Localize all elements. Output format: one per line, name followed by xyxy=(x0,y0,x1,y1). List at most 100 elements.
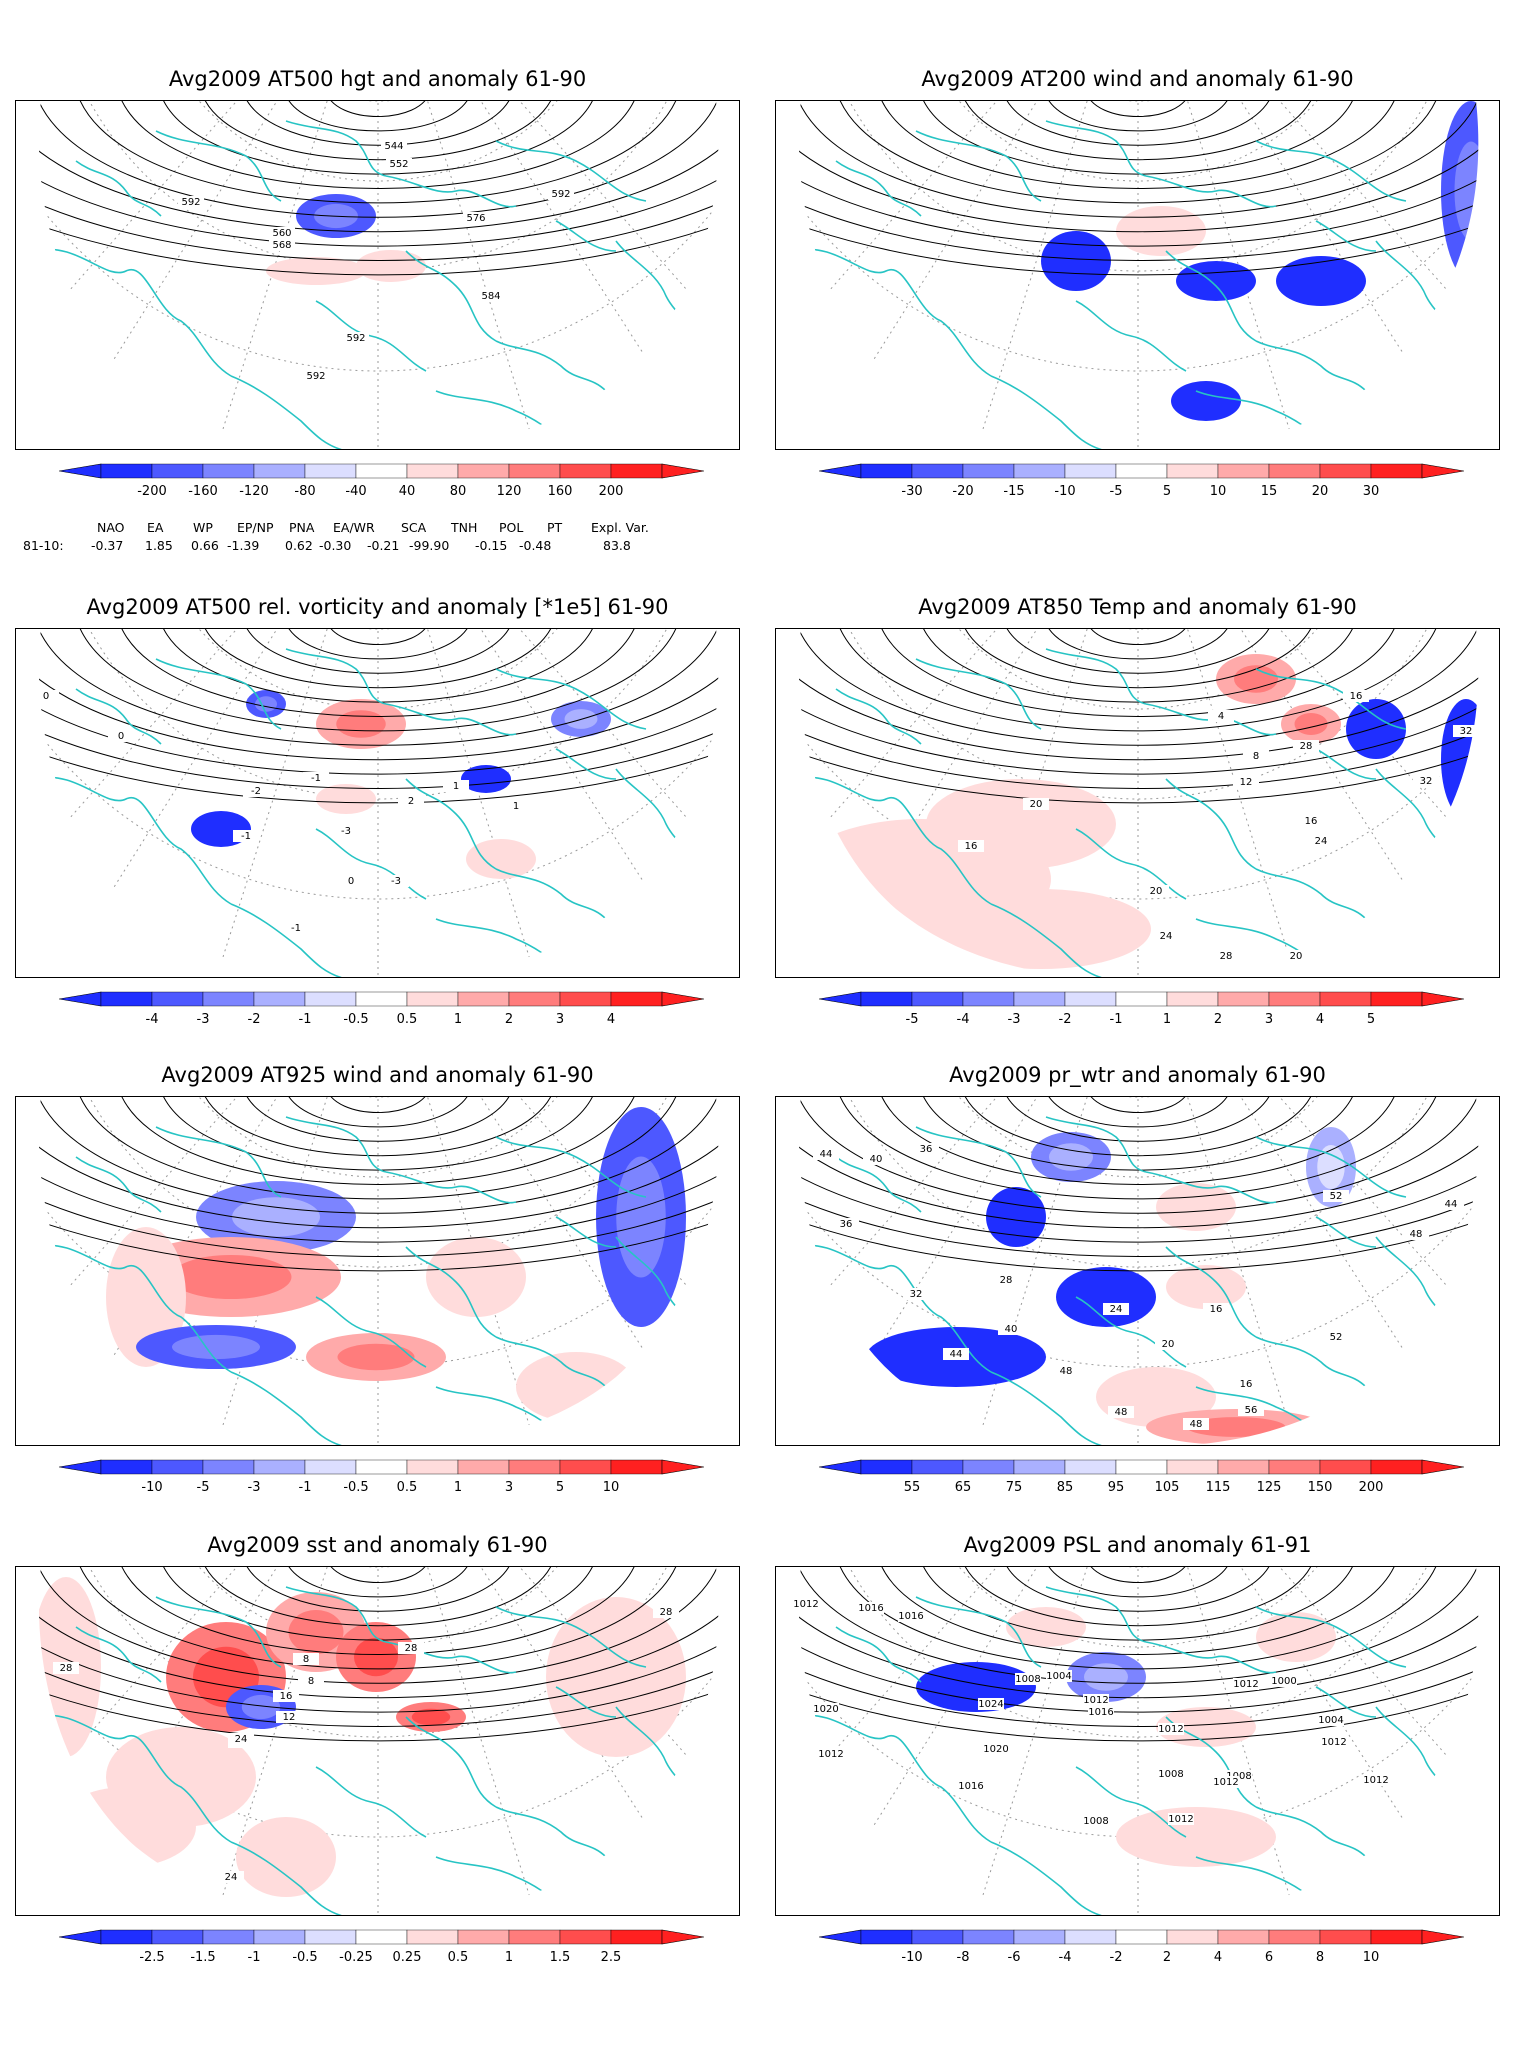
anomaly-shading xyxy=(1346,699,1406,759)
coastline xyxy=(385,175,517,208)
colorbar-segment xyxy=(610,1459,663,1475)
idx-val-pol: -0.15 xyxy=(475,538,508,553)
colorbar-tick-label: -4 xyxy=(146,1012,159,1027)
idx-val-wp: 0.66 xyxy=(191,538,219,553)
longitude-gridline xyxy=(56,101,278,449)
contour-label-bg xyxy=(1203,1303,1229,1315)
contour-line xyxy=(246,1097,510,1142)
colorbar-tick-label: 1 xyxy=(1163,1012,1171,1027)
colorbar-segment xyxy=(253,463,306,479)
colorbar-segment xyxy=(406,1929,459,1945)
contour-label: 12 xyxy=(1240,777,1253,788)
contour-label: 28 xyxy=(660,1607,673,1618)
contour-label-bg xyxy=(1233,1678,1259,1690)
contour-line xyxy=(121,1567,635,1655)
contour-label-bg xyxy=(381,140,407,152)
contour-label-bg xyxy=(958,840,984,852)
colorbar-segment xyxy=(151,463,204,479)
contour-label: 568 xyxy=(272,240,291,251)
contour-label: 1 xyxy=(453,781,459,792)
colorbar-tick-label: -120 xyxy=(239,484,269,499)
coastline xyxy=(385,703,517,736)
colorbar-segment xyxy=(1115,1929,1168,1945)
colorbar-segment xyxy=(911,1459,964,1475)
contour-label-bg xyxy=(303,370,329,382)
contour-label: 28 xyxy=(60,1663,73,1674)
colorbar: 55 65 75 85 95 105 115 125 150 200 xyxy=(819,1458,1464,1502)
anomaly-shading xyxy=(916,1662,1036,1712)
contour-line xyxy=(1091,101,1185,117)
contour-line xyxy=(923,101,1353,175)
colorbar-segment xyxy=(1268,463,1321,479)
panel-title: Avg2009 AT850 Temp and anomaly 61-90 xyxy=(918,595,1357,619)
colorbar-segment xyxy=(151,1929,204,1945)
coastline xyxy=(35,1244,232,1373)
colorbar-segment xyxy=(100,463,153,479)
colorbar-tick-label: 6 xyxy=(1265,1950,1273,1965)
colorbar-segment xyxy=(202,1929,255,1945)
anomaly-shading-core xyxy=(616,1156,666,1278)
anomaly-shading-core xyxy=(241,1694,281,1720)
colorbar-tick-label: -3 xyxy=(1008,1012,1021,1027)
panel-title: Avg2009 PSL and anomaly 61-91 xyxy=(963,1533,1312,1557)
colorbar-tick-label: -0.5 xyxy=(343,1480,368,1495)
colorbar-segment xyxy=(1064,1459,1117,1475)
contour-label-bg xyxy=(833,1218,859,1230)
contour-label: 48 xyxy=(1115,1407,1128,1418)
contour-label-bg xyxy=(1453,725,1479,737)
contour-label: 24 xyxy=(1315,836,1328,847)
contour-line xyxy=(80,629,676,732)
coastline xyxy=(1255,140,1407,202)
colorbar-tick-label: 15 xyxy=(1261,484,1278,499)
colorbar-tick-label: 2 xyxy=(505,1012,513,1027)
colorbar-segment xyxy=(1217,1929,1270,1945)
contour-label: 28 xyxy=(405,1643,418,1654)
contour-line xyxy=(1006,629,1270,674)
contour-label: 28 xyxy=(1220,951,1233,962)
coastline xyxy=(285,1586,387,1643)
contour-line xyxy=(776,1681,1499,1742)
colorbar-tick-label: -1 xyxy=(299,1480,312,1495)
coastline xyxy=(315,300,427,372)
colorbar-segment xyxy=(911,991,964,1007)
longitude-gridline xyxy=(816,1567,1038,1915)
contour-line xyxy=(840,629,1436,732)
latitude-gridline xyxy=(848,1567,1428,1738)
contour-line xyxy=(881,101,1395,189)
idx-name-sca: SCA xyxy=(401,520,427,535)
contour-label: 1008 xyxy=(1158,1769,1183,1780)
contour-line xyxy=(923,1097,1353,1171)
coastline xyxy=(1255,1606,1407,1668)
colorbar-segment xyxy=(1319,991,1372,1007)
colorbar-segment xyxy=(457,463,510,479)
colorbar-segment xyxy=(1115,1459,1168,1475)
colorbar-segment xyxy=(1217,1459,1270,1475)
longitude-gridline xyxy=(518,1567,739,1816)
contour-line xyxy=(798,629,1478,746)
colorbar-segment xyxy=(457,991,510,1007)
colorbar-segment xyxy=(559,1459,612,1475)
colorbar-segment xyxy=(355,991,408,1007)
contour-label-bg xyxy=(978,1698,1004,1710)
colorbar-extend-right xyxy=(661,463,704,479)
contour-line xyxy=(1006,101,1270,146)
coastline xyxy=(1165,250,1257,342)
coastline xyxy=(1075,300,1187,372)
contour-line xyxy=(16,656,739,761)
colorbar-segment xyxy=(457,1459,510,1475)
contour-line xyxy=(776,1594,1499,1699)
coastline xyxy=(795,248,992,377)
contour-label-bg xyxy=(1413,775,1439,787)
longitude-gridline xyxy=(427,1097,536,1445)
contour-label: 1012 xyxy=(1158,1724,1183,1735)
contour-label-bg xyxy=(1108,1406,1134,1418)
colorbar-tick-label: 2.5 xyxy=(601,1950,622,1965)
contour-line xyxy=(923,629,1353,703)
colorbar-segment xyxy=(355,1929,408,1945)
contour-line xyxy=(1048,629,1228,660)
coastline xyxy=(1315,1216,1377,1248)
contour-line xyxy=(16,1594,739,1699)
colorbar-tick-label: -20 xyxy=(952,484,973,499)
coastline xyxy=(1165,778,1257,870)
